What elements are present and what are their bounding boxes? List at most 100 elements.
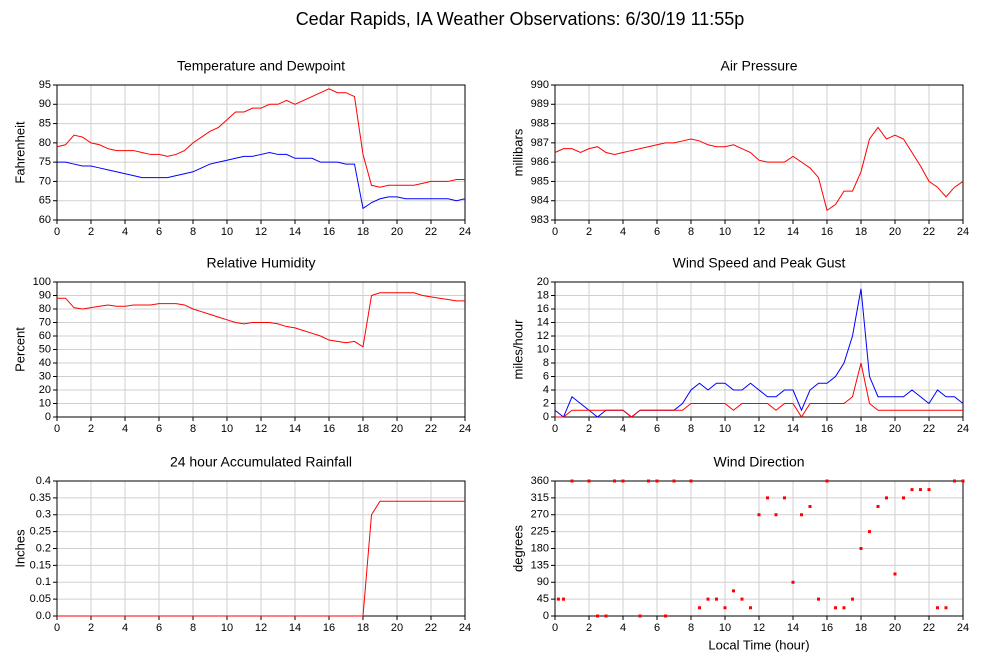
x-tick-label: 6 (654, 226, 660, 238)
panel-title: Temperature and Dewpoint (177, 58, 345, 74)
y-tick-label: 0 (543, 610, 549, 622)
x-tick-label: 16 (821, 226, 833, 238)
panel-title: 24 hour Accumulated Rainfall (170, 454, 352, 470)
x-tick-label: 16 (821, 423, 833, 435)
x-tick-label: 10 (719, 226, 731, 238)
data-line (57, 292, 465, 348)
x-tick-label: 18 (855, 423, 867, 435)
x-tick-label: 20 (391, 423, 403, 435)
x-tick-label: 10 (221, 622, 233, 634)
data-point (859, 547, 863, 550)
x-tick-label: 8 (190, 226, 196, 238)
data-point (851, 597, 854, 601)
y-tick-label: 225 (531, 526, 549, 538)
data-point (621, 479, 625, 483)
panel-title: Wind Direction (713, 454, 804, 470)
x-tick-label: 0 (552, 226, 558, 238)
x-tick-label: 18 (855, 622, 867, 634)
x-tick-label: 4 (620, 622, 626, 634)
data-point (664, 614, 667, 618)
y-tick-label: 12 (537, 330, 549, 342)
y-tick-label: 95 (39, 79, 51, 91)
x-tick-label: 22 (425, 622, 437, 634)
data-point (834, 606, 837, 610)
panel-title: Relative Humidity (207, 255, 316, 271)
y-tick-label: 90 (39, 289, 51, 301)
data-point (893, 572, 897, 576)
data-point (587, 479, 591, 483)
y-tick-label: 6 (543, 370, 549, 382)
x-tick-label: 16 (323, 622, 335, 634)
y-tick-label: 983 (531, 214, 549, 226)
y-tick-label: 18 (537, 289, 549, 301)
y-tick-label: 986 (531, 156, 549, 168)
y-axis-label: Percent (12, 327, 27, 372)
x-tick-label: 6 (156, 423, 162, 435)
x-tick-label: 24 (957, 226, 969, 238)
x-tick-label: 20 (889, 423, 901, 435)
data-point (740, 597, 744, 601)
x-tick-label: 10 (719, 622, 731, 634)
data-point (647, 479, 650, 483)
data-point (638, 614, 642, 618)
data-point (842, 606, 846, 610)
y-tick-label: 0.2 (36, 542, 51, 554)
data-line (555, 362, 963, 418)
x-tick-label: 12 (753, 423, 765, 435)
x-tick-label: 14 (787, 226, 799, 238)
y-tick-label: 65 (39, 195, 51, 207)
data-line (554, 126, 964, 212)
x-tick-label: 0 (552, 622, 558, 634)
x-tick-label: 10 (719, 423, 731, 435)
x-tick-label: 14 (787, 622, 799, 634)
data-point (783, 496, 786, 500)
x-tick-label: 16 (821, 622, 833, 634)
y-tick-label: 70 (39, 175, 51, 187)
data-point (556, 597, 560, 601)
y-tick-label: 10 (39, 397, 51, 409)
y-tick-label: 0.15 (30, 559, 51, 571)
y-tick-label: 50 (39, 343, 51, 355)
y-axis-label: miles/hour (510, 319, 525, 380)
y-tick-label: 984 (531, 195, 549, 207)
data-point (655, 479, 659, 483)
y-tick-label: 0.3 (36, 509, 51, 521)
x-tick-label: 8 (190, 622, 196, 634)
data-point (774, 513, 778, 517)
y-tick-label: 0.25 (30, 526, 51, 538)
x-tick-label: 2 (586, 423, 592, 435)
data-line (57, 500, 465, 617)
y-tick-label: 100 (33, 276, 51, 288)
y-tick-label: 80 (39, 303, 51, 315)
y-tick-label: 30 (39, 370, 51, 382)
x-tick-label: 12 (255, 226, 267, 238)
y-tick-label: 10 (537, 343, 549, 355)
x-tick-label: 20 (391, 622, 403, 634)
x-tick-label: 22 (923, 622, 935, 634)
y-tick-label: 987 (531, 137, 549, 149)
x-tick-label: 14 (289, 423, 301, 435)
data-point (749, 606, 752, 610)
data-point (876, 505, 880, 508)
figure-title: Cedar Rapids, IA Weather Observations: 6… (296, 9, 745, 29)
data-line (57, 151, 466, 210)
data-point (604, 614, 608, 618)
x-tick-label: 18 (855, 226, 867, 238)
y-tick-label: 60 (39, 214, 51, 226)
x-tick-label: 22 (923, 423, 935, 435)
x-tick-label: 8 (688, 622, 694, 634)
y-tick-label: 14 (537, 316, 549, 328)
y-tick-label: 988 (531, 117, 549, 129)
x-tick-label: 24 (459, 226, 471, 238)
y-tick-label: 360 (531, 475, 549, 487)
x-tick-label: 22 (425, 423, 437, 435)
x-tick-label: 22 (425, 226, 437, 238)
y-tick-label: 16 (537, 303, 549, 315)
x-tick-label: 6 (156, 622, 162, 634)
y-tick-label: 0.4 (36, 475, 51, 487)
y-axis-label: degrees (510, 525, 525, 572)
x-tick-label: 18 (357, 622, 369, 634)
x-tick-label: 0 (54, 226, 60, 238)
